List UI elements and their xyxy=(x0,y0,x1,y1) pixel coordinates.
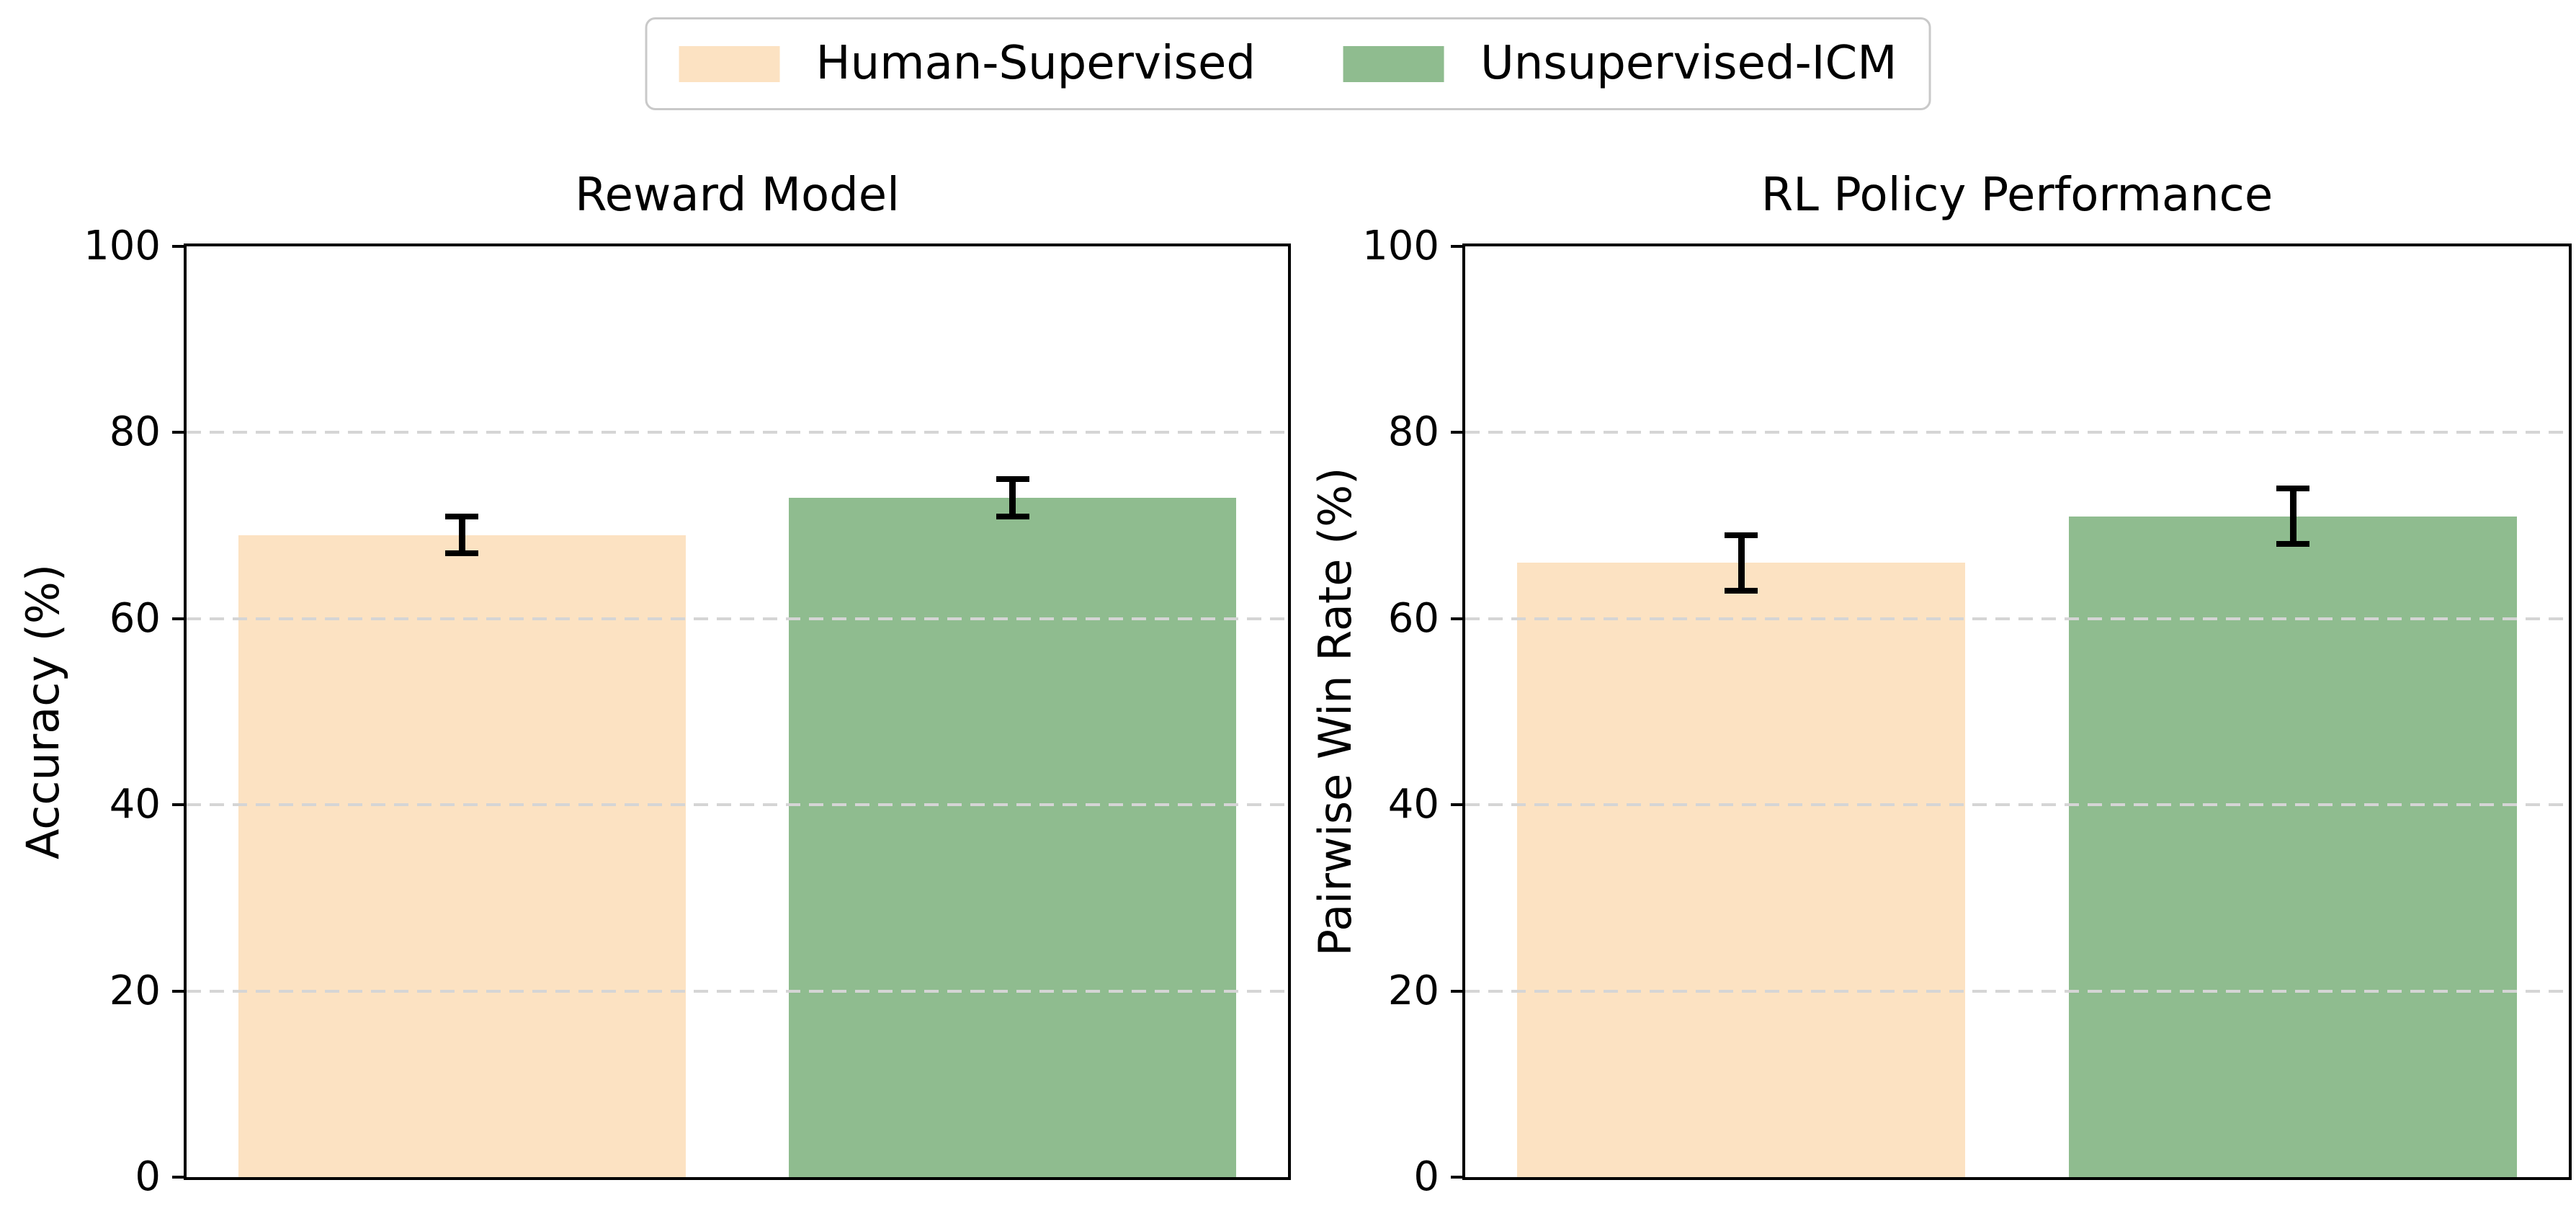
y-tick-label-100: 100 xyxy=(84,223,161,269)
bar-human-supervised xyxy=(1517,563,1965,1177)
error-bar-unsupervised-icm xyxy=(1009,479,1016,517)
error-bar-unsupervised-icm xyxy=(2289,488,2297,545)
y-tick-label-20: 20 xyxy=(1387,967,1439,1014)
panel-title-reward-model: Reward Model xyxy=(575,169,900,222)
error-cap-bottom-human-supervised xyxy=(1725,588,1758,594)
y-tick-0 xyxy=(1451,1176,1462,1179)
gridline-60 xyxy=(1465,617,2569,620)
y-tick-label-0: 0 xyxy=(1413,1153,1439,1200)
error-cap-top-human-supervised xyxy=(1725,532,1758,538)
y-tick-label-40: 40 xyxy=(1387,781,1439,828)
error-cap-top-unsupervised-icm xyxy=(2276,485,2309,491)
error-cap-bottom-unsupervised-icm xyxy=(996,513,1029,519)
y-tick-80 xyxy=(1451,431,1462,434)
legend: Human-Supervised Unsupervised-ICM xyxy=(645,17,1931,111)
y-tick-60 xyxy=(172,617,184,620)
y-tick-label-80: 80 xyxy=(1387,408,1439,456)
gridline-20 xyxy=(1465,989,2569,993)
y-tick-label-60: 60 xyxy=(109,594,161,642)
y-axis-label-accuracy: Accuracy (%) xyxy=(17,563,69,860)
bar-unsupervised-icm xyxy=(789,497,1237,1177)
error-bar-human-supervised xyxy=(458,516,465,554)
y-tick-label-80: 80 xyxy=(109,408,161,456)
y-tick-label-0: 0 xyxy=(135,1153,161,1200)
gridline-40 xyxy=(1465,803,2569,807)
y-tick-40 xyxy=(172,803,184,807)
error-cap-top-unsupervised-icm xyxy=(996,476,1029,482)
gridline-40 xyxy=(187,803,1288,807)
legend-label-human-supervised: Human-Supervised xyxy=(815,37,1256,90)
legend-item-unsupervised-icm: Unsupervised-ICM xyxy=(1343,37,1897,90)
panel-title-rl-policy-performance: RL Policy Performance xyxy=(1761,169,2273,222)
y-tick-20 xyxy=(172,989,184,993)
error-bar-human-supervised xyxy=(1738,535,1745,591)
error-cap-bottom-unsupervised-icm xyxy=(2276,541,2309,548)
y-tick-100 xyxy=(1451,245,1462,248)
y-tick-40 xyxy=(1451,803,1462,807)
gridline-60 xyxy=(187,617,1288,620)
legend-item-human-supervised: Human-Supervised xyxy=(679,37,1256,90)
y-tick-60 xyxy=(1451,617,1462,620)
gridline-80 xyxy=(187,431,1288,434)
error-cap-top-human-supervised xyxy=(445,513,479,519)
y-tick-0 xyxy=(172,1176,184,1179)
y-tick-20 xyxy=(1451,989,1462,993)
plot-area-reward-model: 0 20 40 60 80 100 xyxy=(84,225,1291,1198)
y-tick-80 xyxy=(172,431,184,434)
gridline-20 xyxy=(187,989,1288,993)
y-axis-label-pairwise-win-rate: Pairwise Win Rate (%) xyxy=(1309,467,1361,957)
gridline-80 xyxy=(1465,431,2569,434)
error-cap-bottom-human-supervised xyxy=(445,550,479,557)
plot-area-rl-policy-performance: 0 20 40 60 80 100 xyxy=(1362,225,2572,1198)
bar-unsupervised-icm xyxy=(2069,516,2517,1177)
legend-swatch-unsupervised-icm xyxy=(1343,45,1444,82)
y-tick-100 xyxy=(172,245,184,248)
y-tick-label-60: 60 xyxy=(1387,594,1439,642)
bar-human-supervised xyxy=(238,535,686,1177)
y-tick-label-100: 100 xyxy=(1362,223,1439,269)
legend-swatch-human-supervised xyxy=(679,45,780,82)
y-tick-label-20: 20 xyxy=(109,967,161,1014)
y-tick-label-40: 40 xyxy=(109,781,161,828)
legend-label-unsupervised-icm: Unsupervised-ICM xyxy=(1480,37,1897,90)
